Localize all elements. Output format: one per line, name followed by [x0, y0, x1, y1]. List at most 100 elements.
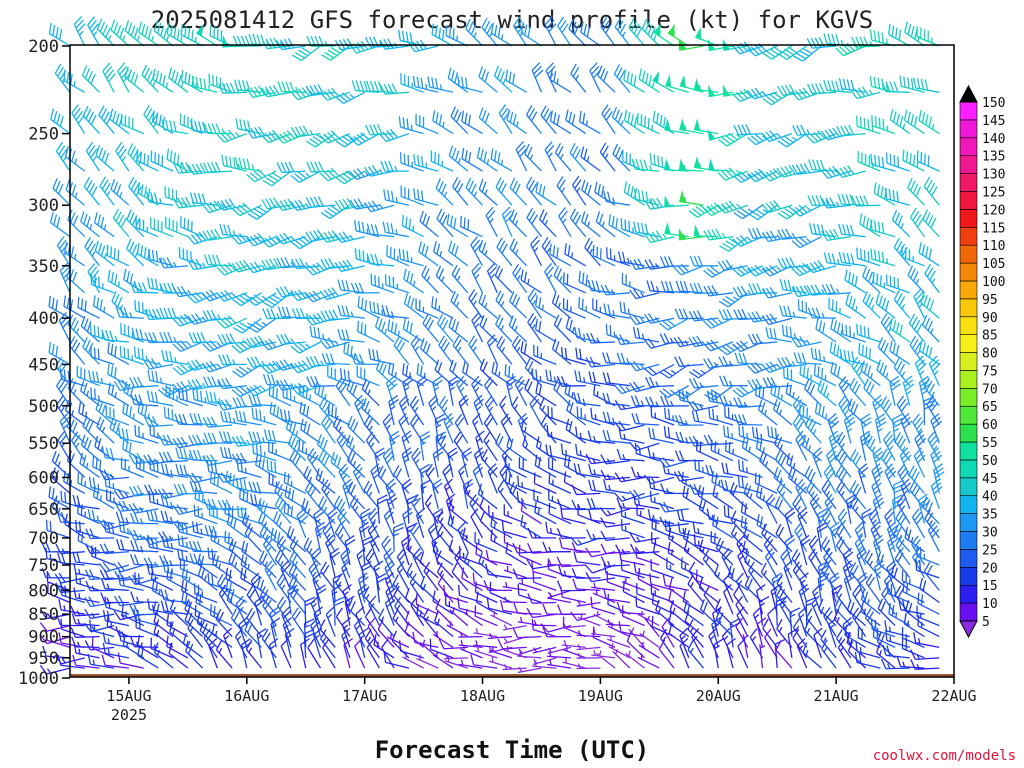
wind-barb-full: [323, 90, 332, 100]
wind-barb: [578, 110, 601, 135]
wind-barb-full: [616, 67, 623, 78]
wind-barb-full: [317, 84, 324, 95]
wind-barb-full: [756, 283, 762, 294]
wind-barb-full: [127, 143, 134, 154]
wind-barb-full: [335, 140, 346, 148]
wind-barb-full: [859, 324, 862, 336]
wind-barb-full: [386, 222, 390, 234]
wind-barb-full: [480, 149, 484, 160]
wind-barb-full: [578, 370, 582, 382]
wind-barb-full: [765, 50, 776, 58]
wind-barb: [602, 392, 630, 407]
wind-barb-half: [546, 247, 551, 254]
wind-barb-full: [133, 74, 139, 85]
wind-barb-full: [319, 91, 328, 101]
wind-barb-full: [290, 90, 299, 101]
wind-barb-half: [410, 124, 413, 131]
wind-barb-full: [881, 32, 885, 44]
wind-barb-full: [818, 349, 822, 361]
wind-barb-full: [221, 82, 228, 94]
wind-barb-full: [471, 262, 480, 272]
wind-barb-full: [483, 151, 488, 163]
wind-barb-full: [224, 289, 233, 299]
wind-barb-full: [110, 19, 116, 31]
wind-barb-full: [742, 426, 745, 438]
wind-barb-full: [146, 155, 150, 166]
wind-barb-full: [847, 165, 855, 175]
wind-barb-full: [881, 157, 885, 168]
wind-barb: [246, 261, 277, 274]
wind-barb-half: [414, 346, 420, 352]
wind-barb-full: [912, 413, 920, 423]
wind-barb-full: [438, 114, 443, 126]
wind-barb-full: [835, 80, 840, 92]
wind-barb-full: [635, 159, 640, 170]
wind-barb-full: [86, 240, 94, 251]
wind-barb: [628, 17, 646, 47]
wind-barb-full: [155, 70, 159, 82]
wind-barb-full: [736, 173, 746, 182]
wind-barb-full: [427, 76, 431, 88]
wind-barb: [791, 163, 822, 176]
wind-barb-full: [177, 162, 184, 174]
wind-barb-half: [172, 261, 177, 268]
wind-barb-full: [256, 431, 261, 443]
wind-barb-full: [96, 18, 103, 30]
wind-barb-full: [203, 432, 209, 444]
wind-barb-full: [519, 148, 528, 158]
wind-barb-full: [844, 269, 848, 281]
wind-barb-full: [448, 145, 454, 157]
wind-barb-full: [554, 142, 562, 154]
wind-barb: [515, 141, 528, 172]
wind-barb: [235, 410, 262, 426]
wind-barb-pennant: [667, 23, 676, 37]
wind-barb-full: [265, 38, 272, 49]
wind-barb-full: [747, 364, 756, 374]
wind-barb-staff: [329, 204, 351, 220]
wind-barb-full: [628, 220, 631, 232]
wind-barb: [872, 271, 896, 294]
wind-barb-full: [188, 332, 194, 343]
wind-barb-full: [135, 216, 137, 228]
wind-barb: [612, 143, 631, 172]
wind-barb-half: [791, 360, 796, 367]
wind-barb-full: [895, 27, 898, 39]
wind-barb-full: [130, 179, 138, 190]
wind-barb: [593, 383, 616, 407]
wind-barb-full: [224, 263, 233, 273]
wind-barb-full: [310, 376, 316, 387]
wind-barb-full: [136, 149, 139, 161]
wind-barb: [703, 357, 734, 369]
wind-barb: [719, 375, 748, 387]
wind-barb-half: [122, 35, 126, 41]
wind-barb-full: [631, 20, 638, 32]
wind-barb-full: [213, 200, 222, 210]
wind-barb: [275, 130, 306, 144]
wind-barb-full: [187, 116, 189, 128]
wind-barb-full: [59, 115, 64, 127]
wind-barb-full: [256, 394, 261, 406]
wind-barb-full: [739, 90, 749, 99]
wind-barb-full: [248, 431, 253, 442]
wind-barb: [589, 62, 602, 93]
wind-barb: [90, 273, 115, 294]
wind-barb: [216, 129, 248, 143]
wind-barb: [261, 85, 292, 98]
wind-barb-full: [663, 333, 670, 344]
wind-barb-full: [881, 81, 887, 92]
wind-barb-half: [776, 133, 782, 138]
wind-barb-full: [861, 86, 870, 96]
wind-barb-full: [231, 345, 241, 354]
wind-barb-full: [210, 161, 217, 173]
wind-barb: [436, 208, 454, 238]
wind-barb-full: [769, 130, 778, 140]
wind-barb-full: [109, 330, 114, 341]
wind-barb-full: [490, 148, 494, 160]
wind-barb-staff: [857, 125, 881, 135]
wind-barb-full: [349, 137, 359, 146]
wind-barb: [122, 402, 145, 426]
wind-barb-half: [484, 250, 488, 256]
wind-barb-pennant: [679, 118, 686, 132]
wind-barb-full: [545, 62, 554, 71]
wind-barb-half: [136, 35, 140, 42]
